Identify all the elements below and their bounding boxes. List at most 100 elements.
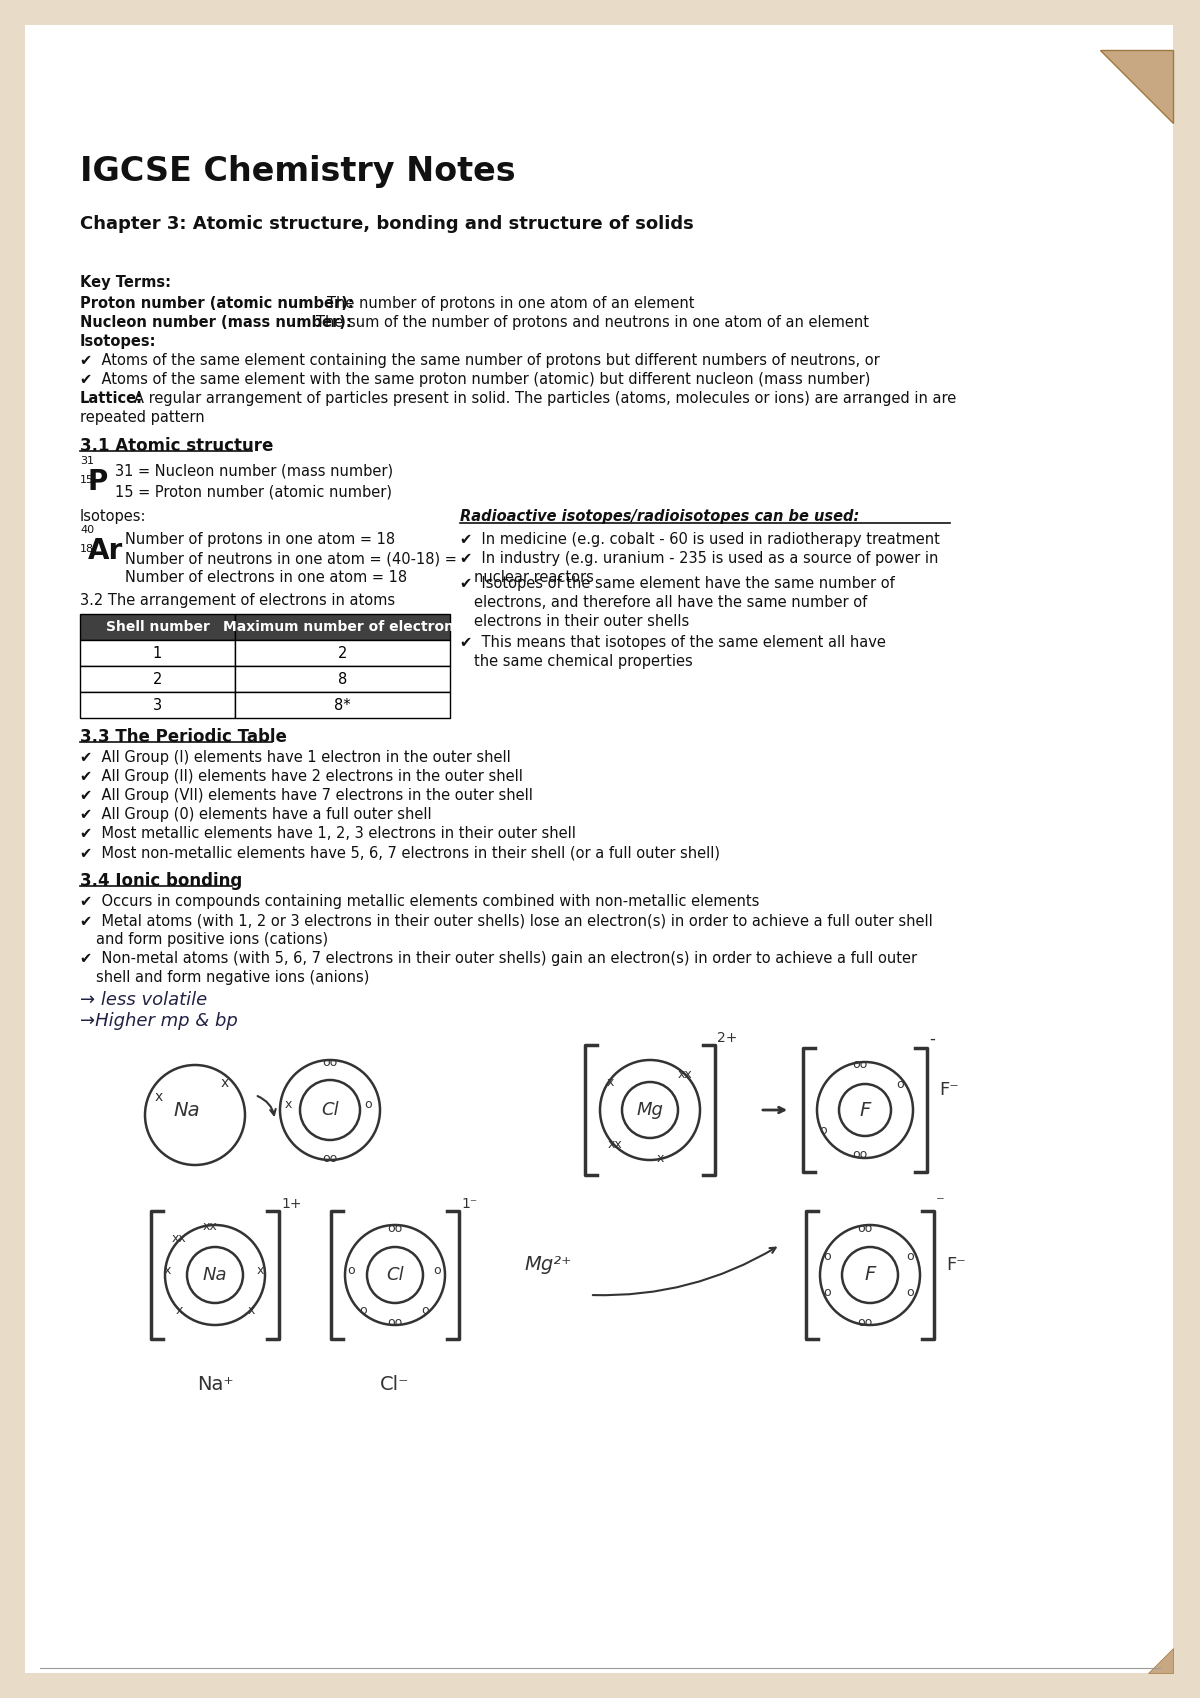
Text: ✔  All Group (I) elements have 1 electron in the outer shell: ✔ All Group (I) elements have 1 electron…	[80, 751, 511, 766]
Text: 8: 8	[338, 671, 347, 686]
Text: The sum of the number of protons and neutrons in one atom of an element: The sum of the number of protons and neu…	[316, 316, 869, 329]
Text: shell and form negative ions (anions): shell and form negative ions (anions)	[96, 970, 370, 985]
Text: Isotopes:: Isotopes:	[80, 335, 156, 350]
Text: Maximum number of electrons: Maximum number of electrons	[223, 620, 462, 633]
Text: Isotopes:: Isotopes:	[80, 509, 146, 525]
Text: electrons in their outer shells: electrons in their outer shells	[474, 615, 689, 628]
Text: Mg: Mg	[636, 1100, 664, 1119]
Text: 1⁻: 1⁻	[461, 1197, 478, 1211]
Text: 2: 2	[338, 645, 347, 661]
Text: 2+: 2+	[718, 1031, 737, 1044]
Text: 18: 18	[80, 543, 94, 554]
Text: x: x	[247, 1304, 254, 1318]
Text: 15 = Proton number (atomic number): 15 = Proton number (atomic number)	[115, 484, 392, 499]
Text: Ar: Ar	[88, 537, 124, 565]
Text: ✔  All Group (0) elements have a full outer shell: ✔ All Group (0) elements have a full out…	[80, 807, 432, 822]
Bar	[235, 640, 450, 666]
Text: Number of protons in one atom = 18: Number of protons in one atom = 18	[125, 531, 395, 547]
Text: ⁻: ⁻	[936, 1194, 944, 1211]
Text: ✔  Most non-metallic elements have 5, 6, 7 electrons in their shell (or a full o: ✔ Most non-metallic elements have 5, 6, …	[80, 846, 720, 859]
Text: Na: Na	[203, 1267, 227, 1284]
Text: Mg²⁺: Mg²⁺	[524, 1255, 571, 1275]
Bar	[235, 615, 450, 640]
Text: x: x	[163, 1263, 170, 1277]
Text: xx: xx	[678, 1068, 692, 1082]
Text: Number of electrons in one atom = 18: Number of electrons in one atom = 18	[125, 571, 407, 586]
Text: o: o	[359, 1304, 367, 1316]
Text: ✔  All Group (II) elements have 2 electrons in the outer shell: ✔ All Group (II) elements have 2 electro…	[80, 769, 523, 784]
Polygon shape	[1100, 49, 1174, 122]
Text: P: P	[88, 469, 108, 496]
Text: Key Terms:: Key Terms:	[80, 275, 172, 290]
Text: 3.4 Ionic bonding: 3.4 Ionic bonding	[80, 873, 242, 890]
Text: ✔  Atoms of the same element containing the same number of protons but different: ✔ Atoms of the same element containing t…	[80, 353, 880, 368]
Text: →Higher mp & bp: →Higher mp & bp	[80, 1012, 238, 1031]
Text: x: x	[155, 1090, 163, 1104]
Text: ✔  Non-metal atoms (with 5, 6, 7 electrons in their outer shells) gain an electr: ✔ Non-metal atoms (with 5, 6, 7 electron…	[80, 951, 917, 966]
Text: x: x	[284, 1099, 292, 1112]
Text: 40: 40	[80, 525, 94, 535]
Text: Number of neutrons in one atom = (40-18) =: Number of neutrons in one atom = (40-18)…	[125, 550, 457, 565]
Text: oo: oo	[388, 1221, 403, 1234]
Text: 2: 2	[152, 671, 162, 686]
Text: 1+: 1+	[281, 1197, 301, 1211]
Text: Chapter 3: Atomic structure, bonding and structure of solids: Chapter 3: Atomic structure, bonding and…	[80, 216, 694, 233]
Text: Shell number: Shell number	[106, 620, 210, 633]
Bar	[235, 693, 450, 718]
Text: ✔  Atoms of the same element with the same proton number (atomic) but different : ✔ Atoms of the same element with the sam…	[80, 372, 870, 387]
Text: oo: oo	[852, 1058, 868, 1071]
Text: Cl: Cl	[386, 1267, 404, 1284]
Text: 8*: 8*	[334, 698, 350, 713]
Text: xx: xx	[607, 1138, 623, 1151]
Text: o: o	[823, 1250, 830, 1263]
Text: Na⁺: Na⁺	[197, 1375, 233, 1394]
Text: and form positive ions (cations): and form positive ions (cations)	[96, 932, 328, 947]
Bar	[80, 693, 235, 718]
Text: x: x	[175, 1304, 182, 1318]
Text: 3.2 The arrangement of electrons in atoms: 3.2 The arrangement of electrons in atom…	[80, 593, 395, 608]
Text: ✔  Metal atoms (with 1, 2 or 3 electrons in their outer shells) lose an electron: ✔ Metal atoms (with 1, 2 or 3 electrons …	[80, 914, 932, 929]
Text: 3.1 Atomic structure: 3.1 Atomic structure	[80, 436, 274, 455]
Text: F⁻: F⁻	[940, 1082, 959, 1099]
Bar	[80, 615, 235, 640]
Text: ✔  In medicine (e.g. cobalt - 60 is used in radiotherapy treatment: ✔ In medicine (e.g. cobalt - 60 is used …	[460, 531, 940, 547]
Text: A regular arrangement of particles present in solid. The particles (atoms, molec: A regular arrangement of particles prese…	[134, 391, 956, 406]
Text: o: o	[364, 1099, 372, 1112]
Text: x: x	[656, 1151, 664, 1165]
Bar	[235, 666, 450, 693]
Text: oo: oo	[388, 1316, 403, 1330]
Text: o: o	[347, 1263, 355, 1277]
Text: ✔  In industry (e.g. uranium - 235 is used as a source of power in: ✔ In industry (e.g. uranium - 235 is use…	[460, 550, 938, 565]
Text: oo: oo	[323, 1151, 337, 1165]
Text: o: o	[906, 1250, 914, 1263]
Text: ✔  Most metallic elements have 1, 2, 3 electrons in their outer shell: ✔ Most metallic elements have 1, 2, 3 el…	[80, 825, 576, 841]
Text: 3: 3	[152, 698, 162, 713]
Text: 15: 15	[80, 475, 94, 486]
Text: ✔  This means that isotopes of the same element all have: ✔ This means that isotopes of the same e…	[460, 635, 886, 650]
Text: oo: oo	[857, 1316, 872, 1328]
Text: o: o	[433, 1263, 440, 1277]
Text: o: o	[906, 1287, 914, 1299]
Text: x: x	[221, 1077, 229, 1090]
Text: Lattice:: Lattice:	[80, 391, 143, 406]
Text: Cl: Cl	[322, 1100, 338, 1119]
Text: F: F	[864, 1265, 876, 1284]
Text: ✔  Isotopes of the same element have the same number of: ✔ Isotopes of the same element have the …	[460, 576, 895, 591]
Bar	[80, 666, 235, 693]
Text: oo: oo	[857, 1221, 872, 1234]
Text: ✔  All Group (VII) elements have 7 electrons in the outer shell: ✔ All Group (VII) elements have 7 electr…	[80, 788, 533, 803]
Text: oo: oo	[323, 1056, 337, 1070]
Text: o: o	[421, 1304, 428, 1316]
Text: 31 = Nucleon number (mass number): 31 = Nucleon number (mass number)	[115, 464, 394, 479]
Text: IGCSE Chemistry Notes: IGCSE Chemistry Notes	[80, 155, 516, 188]
Text: nuclear reactors: nuclear reactors	[474, 571, 594, 586]
Text: Radioactive isotopes/radioisotopes can be used:: Radioactive isotopes/radioisotopes can b…	[460, 509, 859, 525]
Text: Cl⁻: Cl⁻	[380, 1375, 409, 1394]
Text: repeated pattern: repeated pattern	[80, 409, 205, 424]
Text: xx: xx	[203, 1221, 217, 1233]
Text: o: o	[823, 1287, 830, 1299]
Text: 3.3 The Periodic Table: 3.3 The Periodic Table	[80, 728, 287, 745]
Text: ✔  Occurs in compounds containing metallic elements combined with non-metallic e: ✔ Occurs in compounds containing metalli…	[80, 895, 760, 908]
Text: Nucleon number (mass number):: Nucleon number (mass number):	[80, 316, 352, 329]
Text: electrons, and therefore all have the same number of: electrons, and therefore all have the sa…	[474, 594, 868, 610]
